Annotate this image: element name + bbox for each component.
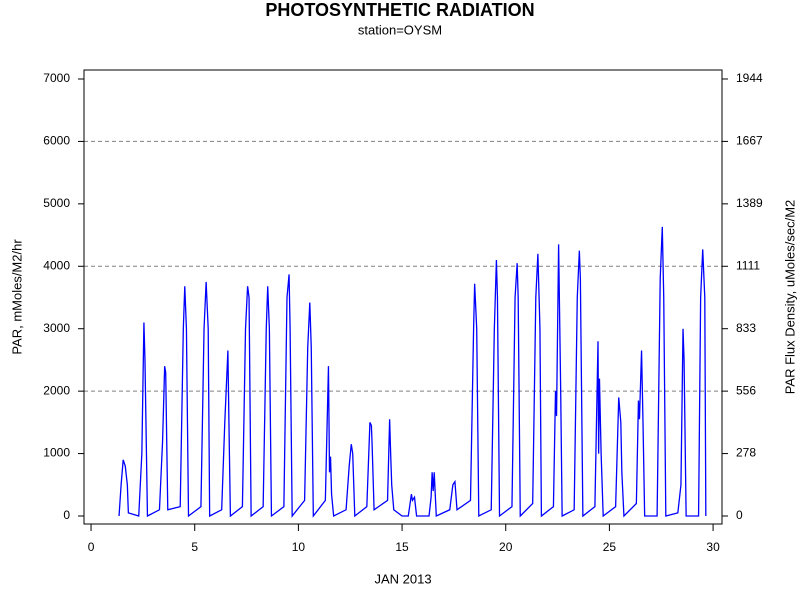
x-tick-label: 20 bbox=[499, 540, 513, 554]
y2-tick-label: 833 bbox=[736, 321, 756, 335]
y2-axis-label: PAR Flux Density, uMoles/sec/M2 bbox=[782, 200, 797, 395]
y2-tick-label: 556 bbox=[736, 383, 756, 397]
y-tick-label: 1000 bbox=[43, 446, 70, 460]
y-tick-label: 6000 bbox=[43, 134, 70, 148]
y2-tick-label: 1111 bbox=[736, 258, 760, 272]
plot-frame bbox=[83, 69, 723, 525]
x-axis-label: JAN 2013 bbox=[374, 571, 431, 586]
y-tick-label: 4000 bbox=[43, 258, 70, 272]
y-tick-label: 2000 bbox=[43, 383, 70, 397]
y-tick-label: 0 bbox=[63, 508, 70, 522]
y-axis-label: PAR, mMoles/M2/hr bbox=[9, 239, 24, 355]
y2-tick-label: 0 bbox=[736, 508, 743, 522]
x-tick-label: 30 bbox=[706, 540, 720, 554]
data-line bbox=[118, 226, 707, 518]
y2-tick-label: 1389 bbox=[736, 196, 763, 210]
x-tick-label: 0 bbox=[88, 540, 95, 554]
chart-subtitle: station=OYSM bbox=[358, 22, 442, 37]
x-tick-label: 5 bbox=[191, 540, 198, 554]
y-tick-label: 5000 bbox=[43, 196, 70, 210]
x-tick-label: 25 bbox=[603, 540, 617, 554]
y-tick-label: 7000 bbox=[43, 71, 70, 85]
y-tick-label: 3000 bbox=[43, 321, 70, 335]
y2-tick-label: 1667 bbox=[736, 134, 763, 148]
y2-tick-label: 1944 bbox=[736, 71, 763, 85]
y2-tick-label: 278 bbox=[736, 446, 756, 460]
x-tick-label: 10 bbox=[292, 540, 306, 554]
chart-title: PHOTOSYNTHETIC RADIATION bbox=[265, 0, 534, 20]
x-tick-label: 15 bbox=[395, 540, 409, 554]
